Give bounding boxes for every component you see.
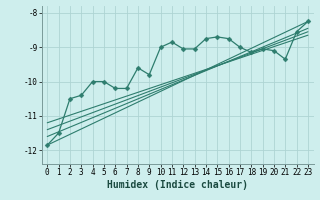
X-axis label: Humidex (Indice chaleur): Humidex (Indice chaleur) [107, 180, 248, 190]
